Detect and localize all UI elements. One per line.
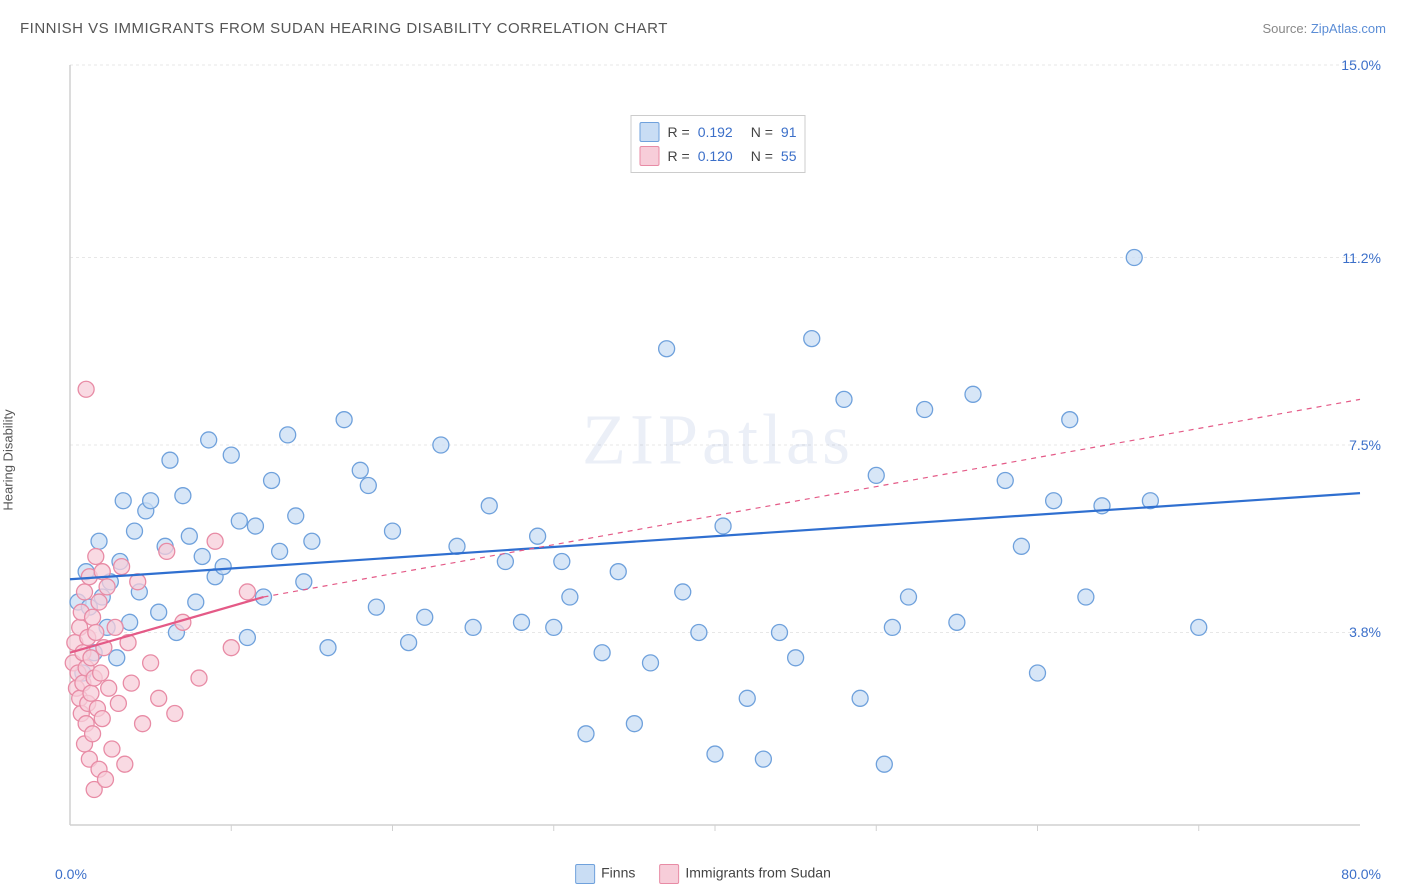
scatter-plot [50, 55, 1386, 855]
y-tick-label: 11.2% [1342, 250, 1381, 266]
x-axis-min-label: 0.0% [55, 866, 87, 882]
y-tick-label: 7.5% [1349, 437, 1381, 453]
y-tick-label: 15.0% [1341, 57, 1381, 73]
legend-item: Immigrants from Sudan [659, 864, 831, 884]
series-legend: Finns Immigrants from Sudan [575, 864, 831, 884]
source-label: Source: ZipAtlas.com [1262, 21, 1386, 36]
y-tick-label: 3.8% [1349, 624, 1381, 640]
legend-item: Finns [575, 864, 635, 884]
x-axis-max-label: 80.0% [1341, 866, 1381, 882]
source-link[interactable]: ZipAtlas.com [1311, 21, 1386, 36]
chart-area: ZIPatlas R = 0.192N = 91R = 0.120N = 55 … [50, 55, 1386, 857]
y-axis-label: Hearing Disability [1, 409, 16, 510]
stats-legend: R = 0.192N = 91R = 0.120N = 55 [631, 115, 806, 173]
chart-title: FINNISH VS IMMIGRANTS FROM SUDAN HEARING… [20, 20, 668, 37]
